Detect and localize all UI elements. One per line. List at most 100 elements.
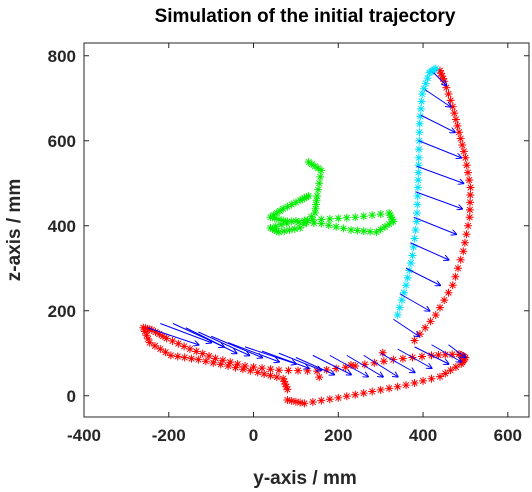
x-axis-title: y-axis / mm [253, 468, 357, 489]
trajectory-red-point [378, 348, 387, 357]
trajectory-red-point [280, 377, 289, 386]
trajectory-cyan-point [399, 288, 408, 297]
trajectory-green-point [266, 213, 275, 222]
trajectory-green-point [304, 192, 313, 200]
trajectory-red-point [185, 345, 194, 353]
trajectory-cyan-point [393, 311, 402, 319]
y-tick-label: 600 [48, 132, 76, 151]
trajectory-green-point [302, 193, 311, 202]
orientation-arrow [312, 354, 351, 374]
trajectory-red-point [402, 381, 411, 390]
trajectory-red-point [281, 380, 290, 389]
trajectory-red-point [426, 317, 435, 326]
trajectory-red-point [448, 102, 457, 111]
trajectory-green-point [308, 215, 317, 224]
trajectory-red-point [439, 74, 448, 83]
trajectory-cyan-point [414, 153, 423, 162]
trajectory-red-point [249, 363, 258, 372]
trajectory-red-point [461, 153, 470, 162]
trajectory-red-point [308, 398, 317, 407]
trajectory-red-point [322, 365, 331, 374]
trajectory-red-point [450, 109, 459, 118]
trajectory-green-point [272, 227, 281, 236]
trajectory-red-point [334, 393, 343, 402]
trajectory-red-point [284, 366, 293, 375]
trajectory-red-point [145, 338, 154, 347]
trajectory-red-point [291, 397, 300, 406]
trajectory-red-point [174, 339, 183, 348]
trajectory-green-point [270, 226, 279, 234]
trajectory-green-point [313, 192, 322, 200]
trajectory-red-point [459, 247, 468, 256]
trajectory-red-point [218, 356, 227, 365]
orientation-arrow [410, 242, 448, 260]
trajectory-red-point [410, 336, 419, 345]
trajectory-red-point [260, 369, 269, 378]
trajectory-red-point [224, 362, 233, 370]
trajectory-cyan-point [412, 217, 421, 226]
trajectory-green-point [376, 225, 385, 234]
trajectory-cyan-point [409, 243, 418, 251]
trajectory-red-point [444, 288, 453, 297]
trajectory-green-point [359, 212, 368, 221]
orientation-arrow [227, 342, 279, 362]
orientation-arrow [346, 354, 383, 376]
x-tick-label: 0 [249, 426, 258, 445]
orientation-arrow [244, 346, 296, 364]
trajectory-cyan-point [414, 176, 423, 185]
trajectory-cyan-point [416, 104, 425, 113]
orientation-arrow [418, 140, 461, 158]
trajectory-red-point [451, 115, 460, 124]
trajectory-red-point [466, 183, 475, 192]
trajectory-red-point [315, 373, 324, 382]
trajectory-green-point [388, 215, 397, 224]
trajectory-cyan-point [421, 79, 430, 88]
trajectory-green-point [385, 220, 394, 229]
trajectory-green-point [332, 222, 341, 231]
trajectory-red-point [448, 281, 457, 290]
trajectory-cyan-point [408, 251, 417, 260]
trajectory-red-point [434, 351, 443, 360]
trajectory-red-point [274, 366, 283, 375]
trajectory-red-point [451, 272, 460, 281]
trajectory-red-point [158, 332, 167, 341]
trajectory-red-point [266, 371, 275, 380]
trajectory-green-point [380, 222, 389, 231]
trajectory-red-point [456, 255, 465, 264]
trajectory-green-point [347, 226, 355, 234]
orientation-arrow [424, 89, 450, 107]
trajectory-green-point [287, 217, 296, 226]
trajectory-green-point [269, 211, 278, 220]
trajectory-cyan-point [431, 64, 440, 73]
trajectory-cyan-point [413, 200, 422, 209]
trajectory-cyan-point [413, 209, 422, 217]
orientation-arrow [329, 354, 368, 376]
trajectory-red-point [456, 134, 465, 143]
trajectory-green-point [285, 226, 294, 234]
trajectory-green-point [317, 219, 326, 228]
trajectory-red-point [454, 264, 463, 273]
trajectory-red-point [246, 366, 255, 375]
trajectory-red-point [389, 355, 398, 364]
orientation-arrow [380, 352, 415, 372]
trajectory-green-point [276, 206, 285, 215]
orientation-arrow [210, 335, 262, 357]
trajectory-red-point [466, 198, 475, 207]
trajectory-red-point [151, 328, 160, 336]
trajectory-red-point [140, 327, 149, 336]
trajectory-red-point [393, 382, 402, 391]
trajectory-red-point [279, 374, 288, 383]
trajectory-red-point [451, 363, 460, 372]
trajectory-cyan-point [413, 192, 422, 200]
trajectory-red-point [437, 69, 446, 78]
trajectory-cyan-point [418, 90, 427, 98]
orientation-arrow [363, 354, 398, 376]
trajectory-green-point [316, 172, 325, 181]
trajectory-cyan-point [417, 97, 426, 106]
trajectory-red-point [283, 385, 292, 394]
trajectory-red-point [294, 366, 303, 375]
trajectory-green-point [277, 220, 286, 229]
trajectory-cyan-point [411, 226, 420, 234]
trajectory-red-point [460, 238, 469, 247]
